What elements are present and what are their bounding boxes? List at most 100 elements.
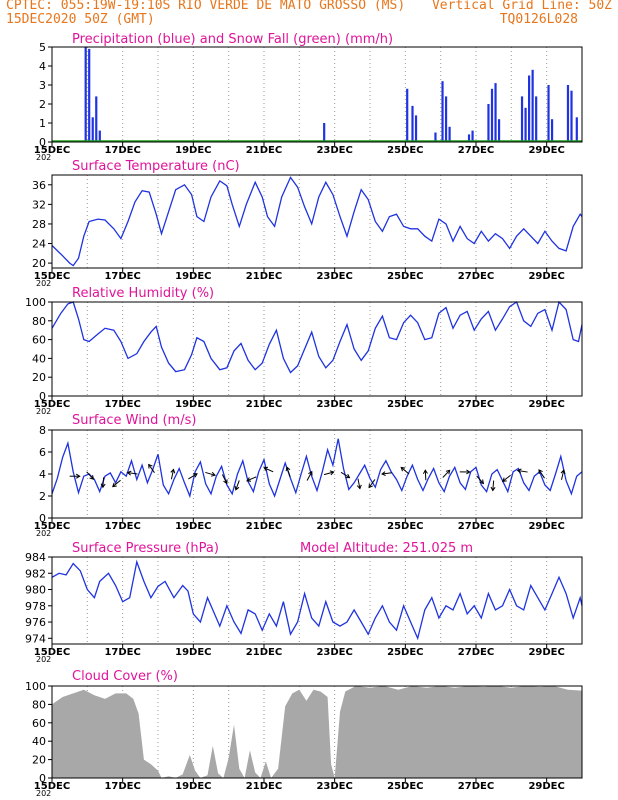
precip-bar (98, 130, 101, 142)
x-tick-label: 25DEC (387, 781, 423, 792)
year-fragment: 202 (36, 279, 51, 288)
wind-arrow (148, 464, 155, 473)
wind-arrow (221, 474, 228, 484)
y-tick-label: 80 (32, 698, 46, 711)
wind-arrow-head (329, 470, 335, 476)
wind-arrow-head (75, 473, 81, 479)
y-tick-label: 0 (39, 136, 46, 149)
y-tick-label: 28 (32, 218, 46, 231)
panel-frame (51, 685, 583, 779)
precip-bar (494, 83, 497, 142)
model-altitude-label: Model Altitude: 251.025 m (300, 541, 473, 556)
x-tick-label: 17DEC (104, 781, 140, 792)
x-tick-label: 25DEC (387, 271, 423, 282)
panel-frame (51, 301, 583, 397)
x-tick-label: 21DEC (246, 647, 282, 658)
x-tick-label: 19DEC (175, 399, 211, 410)
precip-bar (575, 117, 578, 142)
pressure-title: Surface Pressure (hPa) (72, 541, 219, 556)
y-tick-label: 24 (32, 238, 46, 251)
wind-arrow-head (368, 483, 373, 489)
wind-arrow (340, 471, 350, 479)
precip-bar (550, 119, 554, 142)
x-tick-label: 23DEC (316, 145, 352, 156)
y-tick-label: 80 (32, 315, 46, 328)
precip-bar (95, 96, 98, 142)
wind-arrow-head (356, 484, 362, 490)
x-tick-label: 25DEC (387, 145, 423, 156)
wind-arrow-head (479, 479, 485, 485)
x-tick-label: 15DEC (34, 781, 70, 792)
wind-arrow-head (285, 466, 291, 472)
chart-header: CPTEC: 055:19W-19:10S RIO VERDE DE MATO … (0, 0, 618, 46)
x-tick-label: 29DEC (528, 145, 564, 156)
panel-frame (51, 556, 583, 645)
precip-bar (441, 81, 444, 142)
x-tick-label: 19DEC (175, 145, 211, 156)
wind-arrow-head (263, 466, 269, 472)
precip-title: Precipitation (blue) and Snow Fall (gree… (72, 32, 393, 47)
wind-arrow-head (345, 473, 351, 479)
wind-arrow (205, 471, 216, 476)
x-tick-label: 15DEC (34, 647, 70, 658)
y-tick-label: 4 (39, 60, 46, 73)
x-tick-label: 29DEC (528, 647, 564, 658)
x-tick-label: 23DEC (316, 271, 352, 282)
wind-arrow-head (223, 479, 228, 485)
wind-arrow-head (422, 469, 428, 474)
precip-bar (434, 132, 437, 142)
wind-arrow-head (170, 468, 176, 474)
x-tick-label: 19DEC (175, 521, 211, 532)
y-tick-label: 3 (39, 79, 46, 92)
wind-arrow-head (466, 469, 471, 475)
y-tick-label: 984 (25, 551, 46, 564)
rh-series (51, 300, 583, 374)
x-tick-label: 19DEC (175, 271, 211, 282)
y-tick-label: 40 (32, 735, 46, 748)
wind-arrow (112, 479, 121, 487)
y-tick-label: 2 (39, 490, 46, 503)
wind-arrow (400, 467, 410, 475)
x-tick-label: 23DEC (316, 521, 352, 532)
precip-bar (323, 123, 326, 142)
x-tick-label: 27DEC (458, 521, 494, 532)
precip-bar (535, 96, 538, 142)
x-tick-label: 29DEC (528, 271, 564, 282)
cloud-title: Cloud Cover (%) (72, 669, 178, 684)
y-tick-label: 32 (32, 198, 46, 211)
y-tick-label: 20 (32, 754, 46, 767)
x-tick-label: 23DEC (316, 781, 352, 792)
y-tick-label: 100 (25, 680, 46, 693)
wind-arrow (263, 467, 274, 473)
wind-title: Surface Wind (m/s) (72, 413, 196, 428)
precip-panel: 0 1 2 3 4 5 15DEC 17DEC 19DEC 21DEC 23DEC 25DEC 27DE… (34, 32, 583, 162)
pressure-series (51, 559, 583, 641)
y-tick-label: 40 (32, 352, 46, 365)
y-tick-label: 0 (39, 390, 46, 403)
grid-line-note: Vertical Grid Line: 50Z (431, 0, 612, 13)
y-tick-label: 982 (25, 567, 46, 580)
wind-arrow-head (100, 483, 106, 489)
wind-arrow (357, 478, 361, 489)
x-tick-label: 29DEC (528, 781, 564, 792)
precip-bar (570, 90, 573, 142)
wind-arrow (306, 471, 313, 481)
wind-arrow-head (112, 482, 117, 488)
wind-arrow-head (400, 466, 406, 472)
pressure-panel: 974 976 978 980 982 984 15DEC 17DEC 19DEC 21DEC 23… (25, 541, 583, 664)
precip-bar (84, 47, 87, 142)
cloud-area (52, 686, 582, 778)
wind-arrow (502, 474, 511, 482)
cloud-panel: 0 20 40 60 80 100 15DEC 17DEC 19DEC 21DEC 23DEC 25D… (25, 669, 583, 798)
x-tick-label: 21DEC (246, 521, 282, 532)
temp-title: Surface Temperature (nC) (72, 159, 240, 174)
x-tick-label: 17DEC (104, 145, 140, 156)
temp-series (51, 176, 583, 267)
x-tick-label: 25DEC (387, 399, 423, 410)
x-tick-label: 15DEC (34, 271, 70, 282)
wind-series (51, 438, 583, 499)
wind-arrow (442, 469, 451, 478)
x-tick-label: 27DEC (458, 647, 494, 658)
precip-bar (406, 88, 409, 142)
